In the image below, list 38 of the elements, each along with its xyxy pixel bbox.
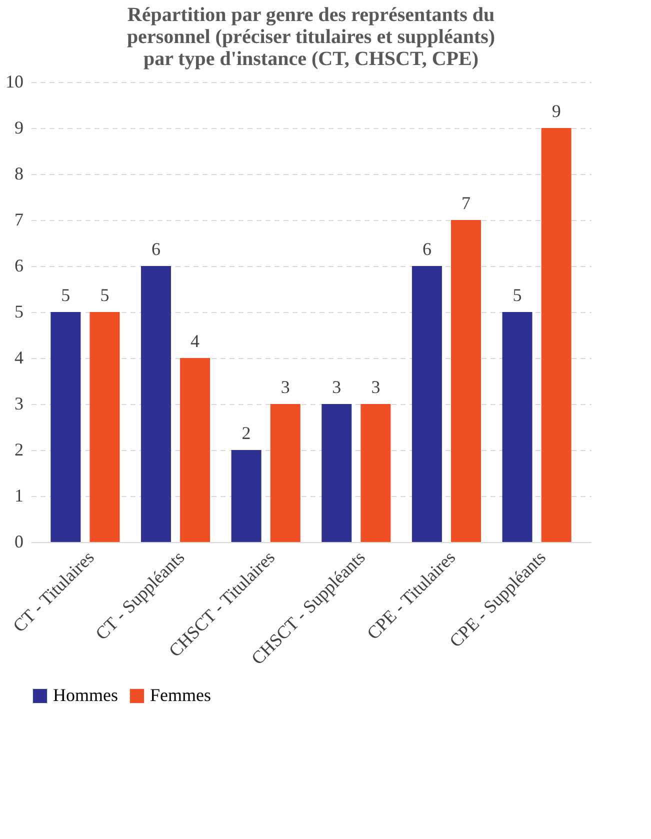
data-label: 6	[151, 239, 160, 259]
y-tick-label: 7	[14, 210, 24, 230]
bar	[50, 312, 81, 542]
y-tick-label: 3	[14, 394, 24, 414]
data-label: 6	[422, 239, 432, 259]
bar	[322, 404, 352, 542]
chart-title: Répartition par genre des représentants du personnel (préciser titulaires et suppléants) par type d'instance (CT, CHSCT, CPE)	[126, 4, 496, 70]
y-tick-label: 5	[14, 302, 24, 322]
bar	[231, 450, 262, 542]
y-tick-label: 4	[14, 348, 24, 368]
y-tick-label: 10	[6, 72, 24, 92]
y-tick-label: 9	[14, 118, 24, 138]
data-label: 5	[61, 285, 70, 305]
bar	[541, 128, 572, 542]
data-label: 5	[100, 285, 110, 305]
data-label: 7	[462, 193, 471, 213]
y-tick-label: 8	[14, 164, 24, 184]
bar	[502, 312, 532, 542]
y-tick-label: 1	[14, 486, 24, 506]
bar	[140, 266, 171, 542]
legend-label: Hommes	[53, 685, 118, 705]
bar	[90, 312, 120, 542]
bar	[412, 266, 442, 542]
y-tick-label: 0	[14, 532, 24, 552]
data-label: 3	[280, 377, 290, 397]
bar	[451, 220, 482, 542]
data-label: 3	[332, 377, 342, 397]
data-label: 9	[552, 101, 561, 121]
data-label: 3	[371, 377, 380, 397]
legend-label: Femmes	[150, 685, 211, 705]
y-tick-label: 6	[14, 256, 24, 276]
bar	[180, 358, 210, 542]
bar	[360, 404, 391, 542]
data-label: 4	[190, 331, 200, 351]
data-label: 2	[242, 423, 251, 443]
bar	[270, 404, 300, 542]
y-tick-label: 2	[14, 440, 24, 460]
data-label: 5	[512, 285, 522, 305]
